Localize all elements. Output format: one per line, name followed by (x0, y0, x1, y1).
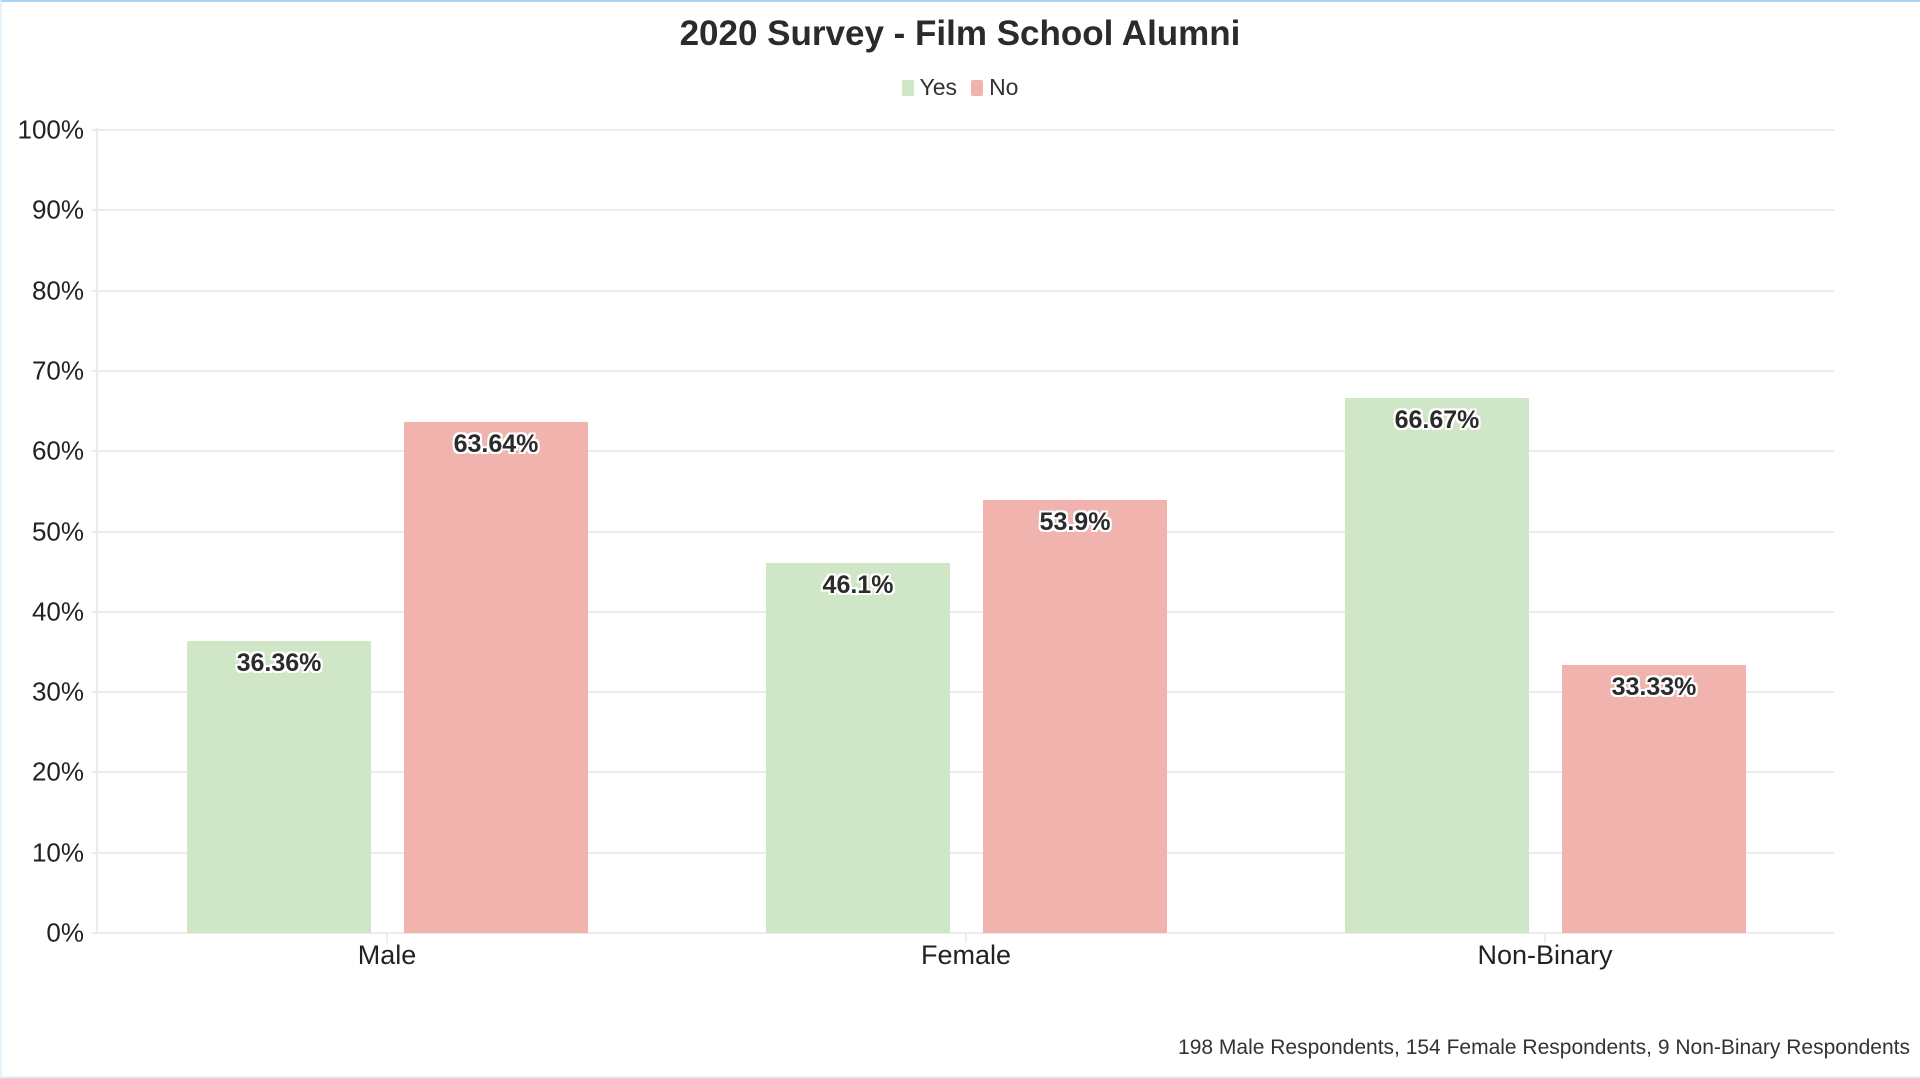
y-tick-label: 60% (31, 435, 84, 466)
y-tick-label: 0% (46, 917, 84, 948)
x-tick-mark (965, 933, 967, 943)
y-tick-label: 80% (31, 275, 84, 306)
legend-item-yes[interactable]: Yes (901, 74, 958, 101)
bar-male-no[interactable]: 63.64% (404, 422, 588, 933)
bar-value-label: 46.1% (822, 571, 894, 599)
bar-value-label: 66.67% (1394, 406, 1480, 434)
y-tick-label: 40% (31, 596, 84, 627)
legend-swatch-yes-icon (901, 79, 914, 96)
bar-value-label: 33.33% (1611, 673, 1697, 701)
gridline (92, 932, 1834, 934)
bar-non-binary-yes[interactable]: 66.67% (1345, 398, 1529, 933)
x-category-label: Male (357, 940, 417, 970)
bar-value-label: 53.9% (1039, 508, 1111, 536)
gridline (92, 691, 1834, 693)
bar-value-label: 63.64% (453, 430, 539, 458)
gridline (92, 852, 1834, 854)
chart-legend: Yes No (0, 74, 1920, 101)
gridline (92, 209, 1834, 211)
bar-value-label: 36.36% (236, 649, 322, 677)
y-tick-label: 70% (31, 355, 84, 386)
gridline (92, 290, 1834, 292)
bar-male-yes[interactable]: 36.36% (187, 641, 371, 933)
x-tick-mark (386, 933, 388, 943)
respondents-footnote: 198 Male Respondents, 154 Female Respond… (1178, 1036, 1910, 1059)
x-category-label: Female (920, 940, 1012, 970)
gridline (92, 450, 1834, 452)
bar-female-no[interactable]: 53.9% (983, 500, 1167, 933)
legend-swatch-no-icon (971, 79, 984, 96)
gridline (92, 370, 1834, 372)
x-category-label: Non-Binary (1477, 940, 1613, 970)
gridline (92, 611, 1834, 613)
gridline (92, 129, 1834, 131)
legend-item-no[interactable]: No (971, 74, 1018, 101)
legend-label-no: No (989, 74, 1019, 100)
y-tick-label: 50% (31, 516, 84, 547)
y-tick-label: 10% (31, 837, 84, 868)
x-tick-mark (1544, 933, 1546, 943)
bar-female-yes[interactable]: 46.1% (766, 563, 950, 933)
gridline (92, 531, 1834, 533)
y-tick-label: 20% (31, 756, 84, 787)
y-tick-label: 90% (31, 194, 84, 225)
y-tick-label: 30% (31, 676, 84, 707)
legend-label-yes: Yes (919, 74, 958, 100)
chart-title: 2020 Survey - Film School Alumni (679, 14, 1241, 53)
y-tick-label: 100% (17, 114, 85, 145)
gridline (92, 771, 1834, 773)
bar-non-binary-no[interactable]: 33.33% (1562, 665, 1746, 933)
